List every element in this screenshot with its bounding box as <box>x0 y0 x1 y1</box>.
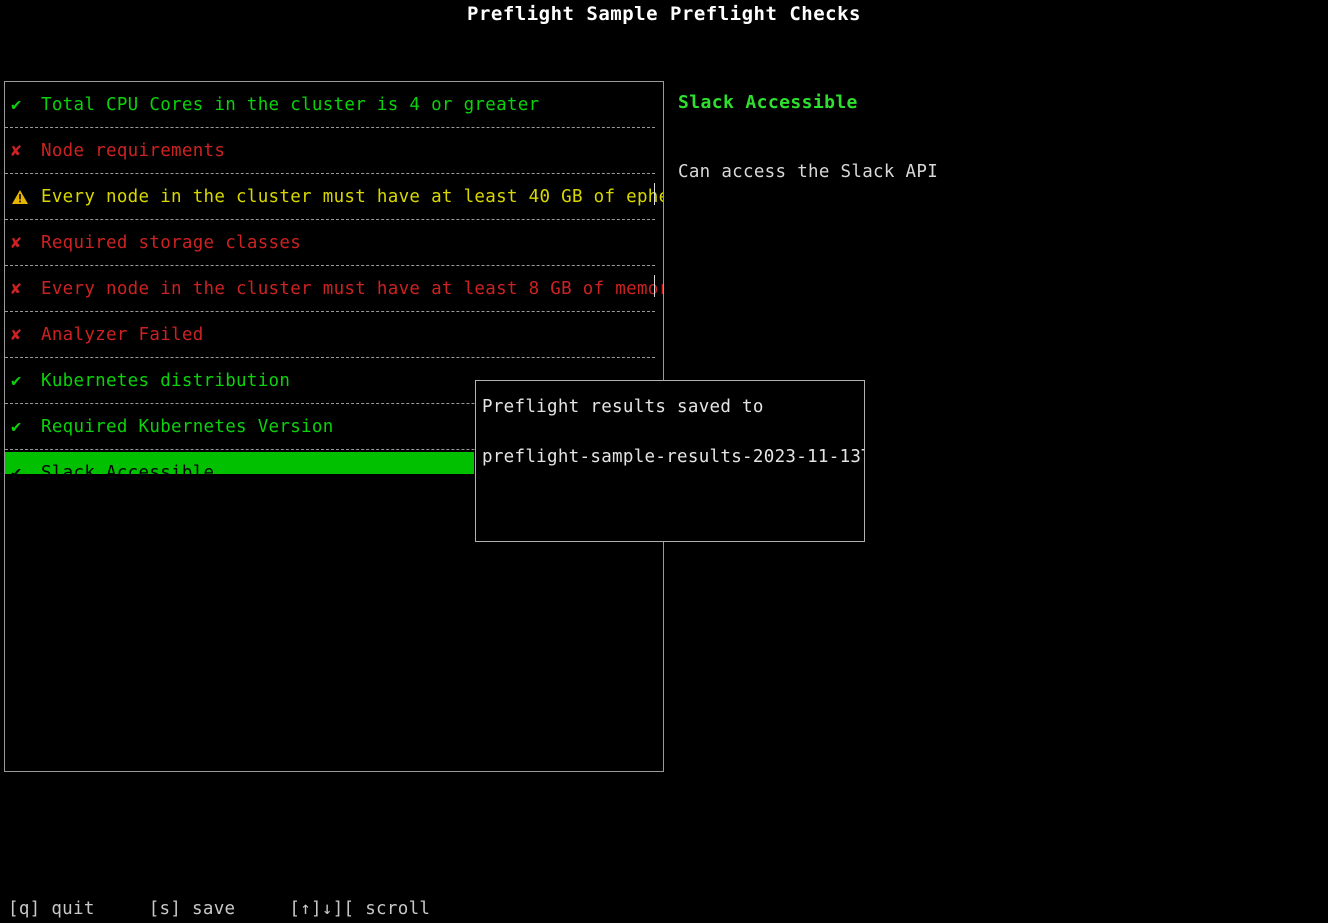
detail-title: Slack Accessible <box>678 92 858 113</box>
dialog-filename: preflight-sample-results-2023-11-13T1… <box>482 447 865 467</box>
text-clip-caret <box>654 275 655 297</box>
check-row[interactable]: ✘ Every node in the cluster must have at … <box>5 266 663 312</box>
check-label: Kubernetes distribution <box>41 371 291 391</box>
detail-description: Can access the Slack API <box>678 162 939 182</box>
check-label: Every node in the cluster must have at l… <box>41 187 663 207</box>
check-row[interactable]: ✘ Required storage classes <box>5 220 663 266</box>
check-label: Slack Accessible <box>41 463 215 483</box>
row-separator <box>5 172 655 174</box>
cross-icon: ✘ <box>11 324 22 345</box>
check-label: Total CPU Cores in the cluster is 4 or g… <box>41 95 540 115</box>
page-title: Preflight Sample Preflight Checks <box>467 3 861 25</box>
check-row[interactable]: ✔ Total CPU Cores in the cluster is 4 or … <box>5 82 663 128</box>
check-icon: ✔ <box>11 462 22 483</box>
check-label: Required storage classes <box>41 233 302 253</box>
row-separator <box>5 126 655 128</box>
check-row[interactable]: ✘ Analyzer Failed <box>5 312 663 358</box>
dialog-message: Preflight results saved to <box>482 397 764 417</box>
check-label: Node requirements <box>41 141 226 161</box>
keybinding[interactable]: [s] save <box>148 899 236 919</box>
check-label: Analyzer Failed <box>41 325 204 345</box>
row-separator <box>5 264 655 266</box>
check-row[interactable]: Every node in the cluster must have at l… <box>5 174 663 220</box>
text-clip-caret <box>654 183 655 205</box>
keybinding[interactable]: [↑]↓][ scroll <box>289 899 431 919</box>
check-icon: ✔ <box>11 94 22 115</box>
cross-icon: ✘ <box>11 278 22 299</box>
row-separator <box>5 402 655 404</box>
check-detail-pane: Slack Accessible Can access the Slack AP… <box>678 92 1298 185</box>
save-results-dialog[interactable]: Preflight results saved to preflight-sam… <box>475 380 865 542</box>
selection-highlight <box>5 452 474 474</box>
keybinding[interactable]: [q] quit <box>8 899 95 919</box>
check-label: Required Kubernetes Version <box>41 417 334 437</box>
keybinding-footer: [q] quit [s] save [↑]↓][ scroll <box>8 899 430 919</box>
title-bar: Preflight Sample Preflight Checks <box>0 0 1328 28</box>
warning-triangle-icon <box>11 189 41 206</box>
check-row[interactable]: ✔ Required Kubernetes Version <box>5 404 663 450</box>
row-separator <box>5 310 655 312</box>
preflight-checks-panel[interactable]: ✔ Total CPU Cores in the cluster is 4 or … <box>4 81 664 772</box>
check-row[interactable]: ✘ Node requirements <box>5 128 663 174</box>
row-separator <box>5 218 655 220</box>
row-separator <box>5 448 655 450</box>
check-row[interactable]: ✔ Slack Accessible <box>5 450 663 496</box>
check-icon: ✔ <box>11 370 22 391</box>
check-icon: ✔ <box>11 416 22 437</box>
row-separator <box>5 356 655 358</box>
cross-icon: ✘ <box>11 140 22 161</box>
check-label: Every node in the cluster must have at l… <box>41 279 663 299</box>
check-row[interactable]: ✔ Kubernetes distribution <box>5 358 663 404</box>
cross-icon: ✘ <box>11 232 22 253</box>
